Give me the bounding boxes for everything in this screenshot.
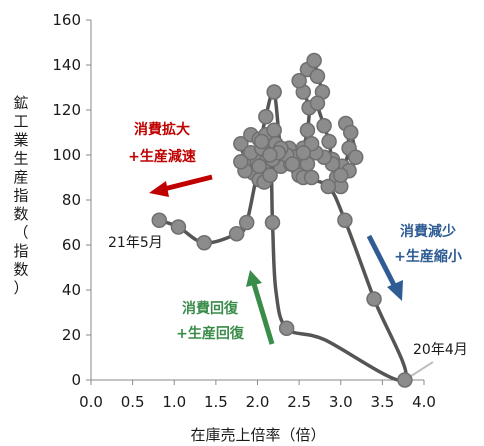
data-point (309, 68, 326, 84)
annotation-recovery-line1: 消費回復 (182, 300, 239, 317)
y-axis-title-char: 数 (13, 261, 28, 279)
data-point (284, 156, 301, 172)
label-2020-04: 20年4月 (413, 342, 468, 358)
label-2021-05: 21年5月 (108, 235, 163, 251)
data-point (295, 145, 312, 161)
data-point (253, 133, 270, 150)
annotation-expand-line1: 消費拡大 (134, 121, 190, 138)
data-point (333, 167, 349, 183)
data-point (251, 158, 267, 174)
y-tick-label: 100 (52, 146, 81, 164)
data-point (266, 84, 282, 100)
y-axis-title-char: 産 (13, 168, 28, 186)
data-point (342, 124, 359, 141)
annotation-decrease: 消費減少 +生産縮小 (366, 223, 462, 301)
y-ticks: 0 20 40 60 80 100 120 140 160 (52, 11, 91, 389)
arrow-down-right-head (387, 280, 403, 301)
x-tick-label: 2.0 (246, 393, 270, 411)
x-tick-label: 2.5 (287, 393, 311, 411)
data-point (299, 122, 316, 138)
y-axis-title-text: 鉱工業生産指数（指数） (13, 94, 28, 297)
y-axis-title-char: 指 (13, 187, 28, 205)
x-tick-label: 1.5 (204, 393, 228, 411)
data-point (264, 214, 281, 231)
data-point (366, 291, 382, 307)
x-tick-label: 3.0 (329, 393, 353, 411)
data-point (337, 212, 353, 228)
data-point (262, 167, 278, 183)
x-tick-label: 0.0 (79, 393, 103, 411)
data-point (258, 109, 274, 125)
y-axis-title-char: 数 (13, 205, 28, 223)
arrow-left (163, 174, 213, 192)
annotation-decrease-line1: 消費減少 (400, 223, 456, 240)
data-point (320, 178, 337, 195)
y-tick-label: 80 (62, 191, 81, 209)
data-point (347, 149, 364, 165)
y-axis-title-char: ） (13, 279, 28, 297)
y-tick-label: 60 (62, 236, 81, 254)
annotation-expand-line2: +生産減速 (128, 148, 196, 165)
y-tick-label: 40 (62, 281, 81, 299)
data-point (196, 235, 212, 251)
data-point (170, 219, 187, 235)
data-point (291, 73, 307, 89)
data-point (303, 169, 320, 186)
data-point (309, 95, 326, 111)
series-points (151, 52, 413, 388)
arrow-up-head (246, 270, 262, 287)
y-axis-title-char: 鉱 (13, 94, 28, 112)
y-tick-label: 120 (52, 101, 81, 119)
x-tick-label: 3.5 (370, 393, 394, 411)
data-point (266, 122, 282, 138)
data-point (278, 320, 295, 336)
y-axis-title-char: （ (13, 224, 28, 242)
data-point (238, 214, 255, 231)
data-point (151, 212, 168, 228)
arrow-left-head (149, 181, 169, 197)
y-axis-title: 鉱工業生産指数（指数） (13, 94, 28, 297)
y-tick-label: 140 (52, 56, 81, 74)
y-tick-label: 160 (52, 11, 81, 29)
y-tick-label: 20 (62, 326, 81, 344)
y-tick-label: 0 (71, 371, 81, 389)
x-tick-label: 0.5 (121, 393, 145, 411)
data-point (262, 147, 278, 163)
arrow-down-right (366, 234, 398, 289)
data-point (306, 52, 322, 69)
x-ticks: 0.0 0.5 1.0 1.5 2.0 2.5 3.0 3.5 4.0 (79, 380, 436, 411)
y-axis: 0 20 40 60 80 100 120 140 160 (52, 11, 92, 389)
data-point (233, 136, 249, 152)
arrow-up (251, 283, 275, 345)
x-tick-label: 1.0 (162, 393, 186, 411)
annotation-recovery: 消費回復 +生産回復 (176, 270, 275, 345)
x-axis: 0.0 0.5 1.0 1.5 2.0 2.5 3.0 3.5 4.0 (79, 379, 436, 411)
annotation-decrease-line2: +生産縮小 (394, 248, 462, 265)
annotation-recovery-line2: +生産回復 (176, 325, 245, 342)
x-axis-title: 在庫売上倍率（倍） (190, 426, 325, 444)
y-axis-title-char: 指 (13, 242, 28, 260)
data-point (397, 372, 413, 388)
annotation-expand: 消費拡大 +生産減速 (128, 121, 213, 197)
data-point (233, 154, 249, 170)
data-point (228, 226, 245, 242)
y-axis-title-char: 工 (13, 113, 28, 131)
data-point (316, 118, 332, 134)
x-tick-label: 4.0 (412, 393, 436, 411)
data-point (321, 133, 337, 150)
y-axis-title-char: 業 (13, 131, 28, 149)
y-axis-title-char: 生 (13, 150, 28, 168)
